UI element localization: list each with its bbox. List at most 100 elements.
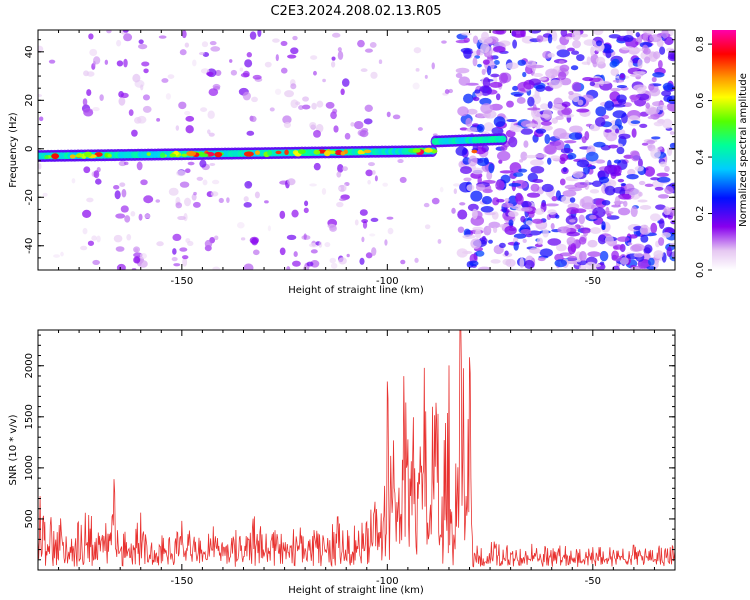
heatmap-cell [243, 196, 249, 202]
heatmap-cell [664, 36, 674, 46]
heatmap-cell [662, 82, 674, 91]
heatmap-cell [486, 225, 492, 233]
heatmap-cell [638, 191, 643, 197]
heatmap-cell [292, 35, 298, 41]
heatmap-cell [460, 166, 472, 175]
heatmap-cell [535, 128, 547, 134]
heatmap-cell [661, 90, 672, 97]
heatmap-cell [424, 224, 431, 230]
figure-title: C2E3.2024.208.02.13.R05 [270, 4, 441, 19]
heatmap-cell [612, 110, 627, 119]
heatmap-cell [524, 259, 535, 270]
heatmap-cell [650, 148, 661, 159]
colorbar: 0.0 0.2 0.4 0.6 0.8 Normalized spectral ampl… [695, 30, 749, 278]
heatmap-cell [167, 74, 175, 79]
heatmap-cell [207, 129, 211, 135]
heatmap-cell [107, 153, 112, 158]
heatmap-cell [179, 49, 187, 56]
heatmap-cell [226, 197, 230, 203]
heatmap-cell [141, 61, 150, 67]
heatmap-cell [336, 201, 344, 208]
heatmap-cell [274, 88, 282, 95]
heatmap-cell [306, 261, 314, 267]
heatmap-cell [282, 115, 292, 124]
heatmap-cell [536, 35, 544, 43]
heatmap-cell [252, 74, 262, 80]
heatmap-cell [658, 237, 665, 246]
heatmap-cell [316, 100, 324, 108]
heatmap-cell [353, 120, 364, 130]
heatmap-cell [488, 239, 493, 244]
heatmap-cell [641, 142, 649, 146]
heatmap-cell [218, 197, 224, 204]
heatmap-cell [525, 233, 533, 238]
heatmap-cell [572, 40, 582, 49]
heatmap-cell [620, 182, 627, 187]
heatmap-cell [563, 140, 577, 144]
heatmap-cell [384, 239, 388, 246]
heatmap-cell [131, 129, 138, 137]
heatmap-cell [611, 250, 619, 260]
heatmap-cell [367, 179, 371, 185]
heatmap-cell [75, 154, 83, 158]
heatmap-cell [318, 241, 323, 248]
heatmap-cell [579, 250, 587, 262]
heatmap-cell [657, 59, 663, 69]
heatmap-cell [627, 242, 633, 246]
heatmap-cell [639, 225, 651, 235]
heatmap-panel: -150 -100 -50 -40 -20 0 20 40 Height of straig… [8, 29, 676, 296]
heatmap-cell [535, 208, 545, 215]
heatmap-cell [631, 243, 645, 252]
heatmap-cell [532, 72, 543, 78]
heatmap-cell [561, 195, 572, 204]
heatmap-cell [243, 202, 252, 208]
heatmap-cell [242, 91, 251, 101]
heatmap-cell [518, 168, 528, 173]
heatmap-cell [605, 132, 618, 142]
heatmap-cell [208, 88, 219, 97]
heatmap-cell [86, 89, 92, 96]
heatmap-cell [324, 150, 331, 157]
heatmap-cell [550, 155, 561, 160]
heatmap-cell [547, 34, 553, 44]
heatmap-cell [365, 252, 373, 259]
heatmap-cell [478, 266, 491, 270]
heatmap-cell [359, 130, 369, 138]
heatmap-cell [453, 183, 461, 187]
heatmap-cell [171, 257, 178, 262]
heatmap-cell [517, 59, 526, 66]
heatmap-cell [557, 71, 567, 80]
heatmap-cell [168, 187, 179, 196]
heatmap-cell [612, 244, 624, 250]
heatmap-cell [191, 193, 197, 201]
heatmap-cell [140, 84, 144, 91]
heatmap-cell [38, 163, 42, 170]
heatmap-cell [592, 207, 606, 218]
heatmap-cell [576, 159, 590, 168]
heatmap-cell [287, 178, 296, 186]
heatmap-cell [53, 254, 61, 258]
heatmap-cell [363, 118, 373, 125]
heatmap-cell [298, 105, 304, 111]
heatmap-cell [431, 197, 440, 205]
heatmap-cell [612, 79, 625, 83]
heatmap-cell [527, 96, 535, 107]
heatmap-cell [360, 68, 368, 73]
colorbar-tick-label: 0.2 [695, 206, 706, 222]
heatmap-cell [481, 235, 486, 242]
heatmap-cell [526, 192, 541, 198]
heatmap-cell [551, 103, 565, 111]
heatmap-cell [629, 73, 644, 78]
heatmap-cell [106, 30, 112, 34]
heatmap-cell [338, 197, 347, 202]
heatmap-y-label: Frequency (Hz) [8, 112, 19, 188]
heatmap-cell [187, 161, 195, 166]
heatmap-cell [82, 209, 92, 219]
heatmap-cell [557, 226, 571, 234]
heatmap-cell [332, 108, 338, 114]
heatmap-cell [246, 130, 255, 136]
heatmap-cell [528, 78, 542, 86]
heatmap-cell [548, 79, 563, 89]
heatmap-cell [559, 178, 566, 186]
heatmap-cell [264, 200, 269, 204]
